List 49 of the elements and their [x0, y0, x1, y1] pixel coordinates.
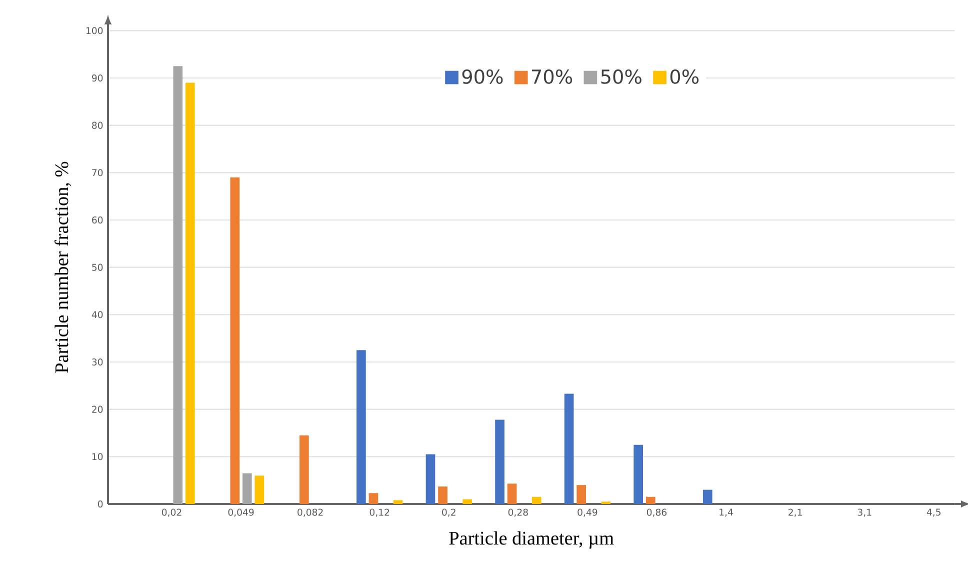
- bar: [564, 394, 574, 504]
- x-tick-label: 0,28: [508, 508, 528, 517]
- x-tick-label: 3,1: [858, 508, 872, 517]
- y-tick-label: 60: [92, 216, 103, 224]
- legend-label: 70%: [532, 69, 572, 84]
- legend-label: 0%: [670, 69, 699, 84]
- bar: [173, 66, 183, 504]
- bar: [646, 496, 656, 504]
- bar: [507, 484, 517, 504]
- x-tick-label: 0,2: [442, 508, 456, 517]
- bar: [300, 435, 309, 504]
- bar: [254, 476, 264, 504]
- bar: [356, 350, 366, 504]
- x-tick-label: 2,1: [788, 508, 802, 517]
- bar: [368, 493, 378, 504]
- x-tick-label: 0,49: [578, 508, 598, 517]
- y-tick-label: 40: [92, 311, 103, 318]
- x-tick-label: 0,86: [646, 508, 667, 517]
- bar: [438, 486, 448, 504]
- bar: [230, 177, 240, 504]
- bar: [702, 490, 712, 504]
- bar: [426, 454, 436, 504]
- y-tick-label: 100: [86, 27, 103, 34]
- bar: [532, 496, 542, 504]
- x-axis-title: Particle diameter, µm: [449, 531, 614, 549]
- bar: [242, 473, 252, 504]
- bar: [576, 485, 586, 504]
- legend-label: 90%: [462, 69, 503, 84]
- y-tick-label: 10: [92, 453, 103, 460]
- bar: [462, 499, 472, 504]
- x-tick-label: 1,4: [720, 508, 733, 517]
- y-tick-label: 90: [92, 74, 103, 82]
- y-tick-label: 20: [92, 406, 103, 413]
- y-tick-label: 30: [92, 358, 103, 366]
- bar: [634, 444, 644, 504]
- y-tick-label: 70: [92, 169, 103, 176]
- bar: [495, 420, 504, 504]
- x-tick-label: 0,12: [370, 508, 390, 517]
- bar: [393, 500, 403, 504]
- y-tick-label: 0: [98, 500, 103, 508]
- y-tick-label: 50: [92, 264, 103, 271]
- legend-label: 50%: [601, 69, 642, 84]
- y-tick-label: 80: [92, 122, 103, 129]
- x-tick-label: 0,082: [298, 508, 323, 517]
- x-tick-label: 0,02: [162, 508, 182, 517]
- y-axis-title: Particle number fraction, %: [54, 162, 71, 373]
- x-tick-label: 0,049: [228, 508, 254, 517]
- bar: [185, 82, 195, 504]
- x-tick-label: 4,5: [926, 508, 940, 517]
